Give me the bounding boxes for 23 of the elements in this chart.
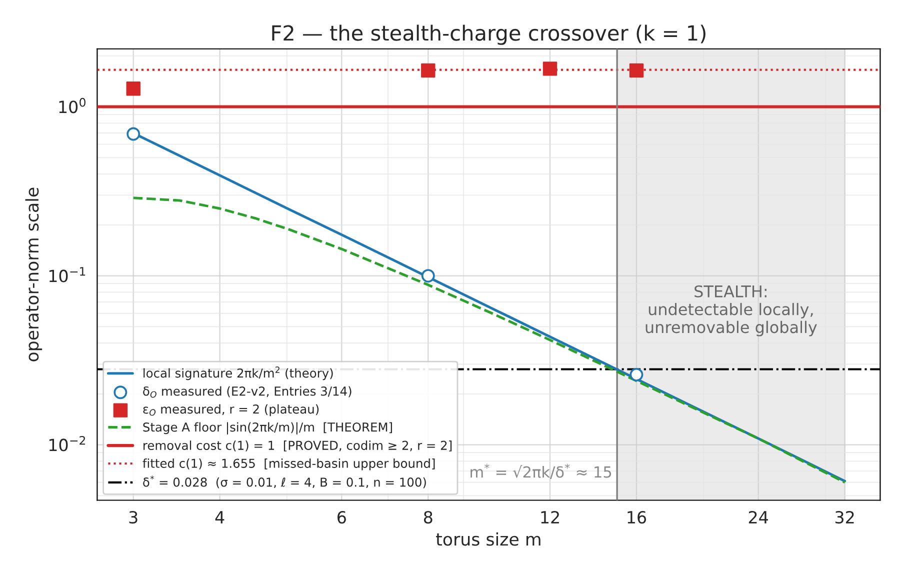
x-tick-label: 12 (541, 510, 559, 524)
legend-label: fitted c(1) ≈ 1.655 [missed-basin upper bound] (142, 458, 435, 470)
band-label: STEALTH: undetectable locally, unremovable globally (646, 285, 817, 336)
legend-label: removal cost c(1) = 1 [PROVED, codim ≥ 2, r = 2] (144, 440, 452, 452)
x-tick-label: 16 (628, 510, 646, 524)
x-tick-label: 3 (129, 510, 138, 524)
x-tick-label: 6 (338, 510, 346, 524)
annotation: m$^{*}$ = √2πk/δ$^{*}$ ≈ 15 (470, 464, 612, 479)
y-axis-title: operator-norm scale (25, 188, 42, 362)
legend-label: δ$_{O}$ measured (E2-v2, Entries 3/14) (143, 386, 352, 398)
legend-label: δ$^{*}$ = 0.028 (σ = 0.01, ℓ = 4, B = 0.1, n = 100) (143, 476, 426, 488)
x-tick-label: 4 (215, 511, 224, 524)
legend-label: Stage A floor |sin(2πk/m)|/m [THEOREM] (143, 422, 392, 434)
x-tick-label: 32 (835, 510, 854, 524)
legend-label: local signature 2πk/m$^{2}$ (theory) (144, 366, 333, 380)
x-tick-label: 24 (748, 510, 768, 524)
chart-title: F2 — the stealth-charge crossover (k = 1) (272, 24, 706, 45)
x-axis-title: torus size m (436, 532, 540, 546)
legend-label: ε$_{O}$ measured, r = 2 (plateau) (143, 404, 319, 416)
y-tick-label: 10$^{0}$ (59, 98, 86, 114)
x-tick-label: 8 (424, 510, 432, 524)
y-tick-label: 10$^{−2}$ (49, 436, 86, 452)
y-tick-label: 10$^{−1}$ (49, 267, 86, 282)
